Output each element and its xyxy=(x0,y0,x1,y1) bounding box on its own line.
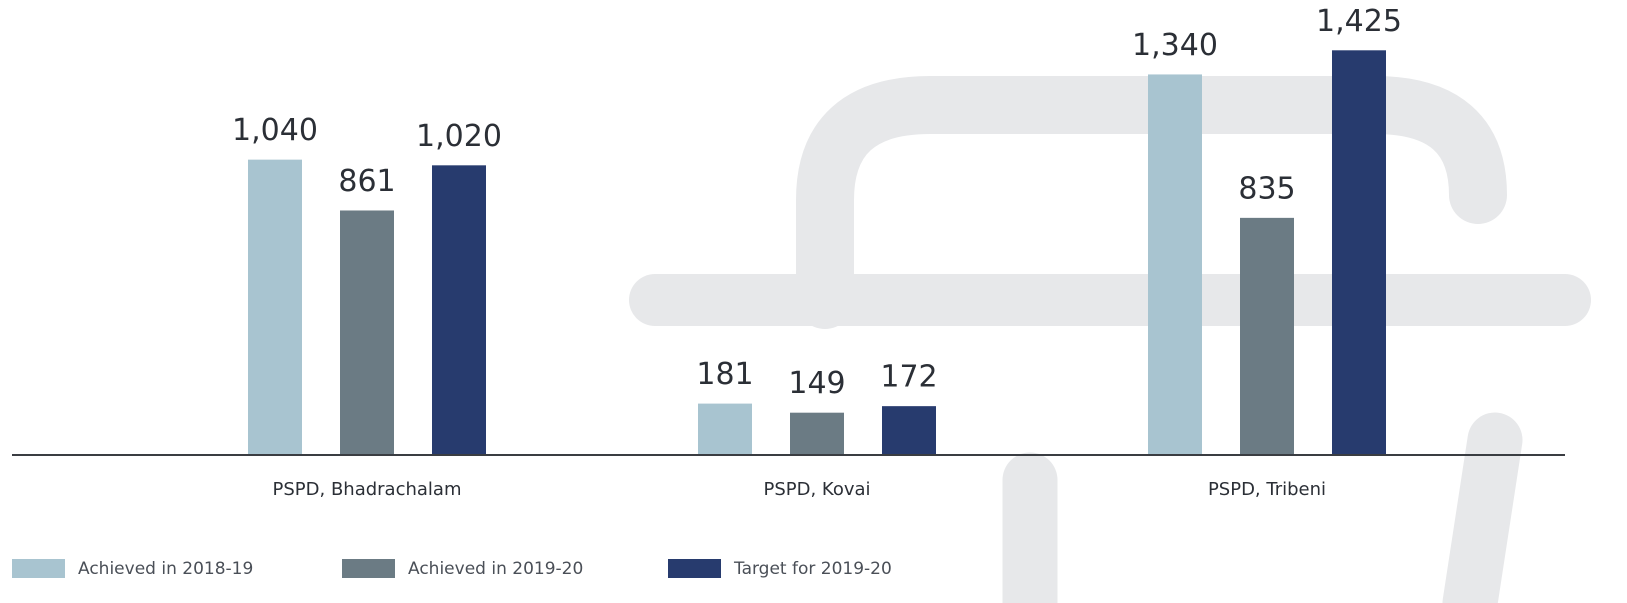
value-label: 835 xyxy=(1238,171,1295,206)
bar xyxy=(248,159,302,455)
watermark xyxy=(629,76,1591,603)
value-label: 1,040 xyxy=(232,113,318,148)
value-label: 861 xyxy=(338,164,395,199)
legend-swatch xyxy=(668,559,721,578)
legend: Achieved in 2018-19 Achieved in 2019-20 Ta… xyxy=(12,559,892,579)
bar xyxy=(1148,74,1202,455)
bar xyxy=(790,412,844,455)
bar xyxy=(432,165,486,455)
value-label: 172 xyxy=(880,360,937,395)
x-tick-label: PSPD, Bhadrachalam xyxy=(273,479,462,500)
x-tick-label: PSPD, Kovai xyxy=(763,479,870,500)
legend-swatch xyxy=(342,559,395,578)
plot-area: PSPD, Bhadrachalam 1,040 861 1,020 PSPD, Kov… xyxy=(232,4,1402,500)
value-label: 181 xyxy=(696,357,753,392)
legend-label: Achieved in 2018-19 xyxy=(78,559,253,579)
legend-label: Target for 2019-20 xyxy=(733,559,892,579)
legend-swatch xyxy=(12,559,65,578)
value-label: 149 xyxy=(788,366,845,401)
value-label: 1,425 xyxy=(1316,4,1402,39)
bar xyxy=(882,406,936,455)
legend-label: Achieved in 2019-20 xyxy=(408,559,583,579)
bar xyxy=(340,210,394,455)
value-label: 1,340 xyxy=(1132,28,1218,63)
bar xyxy=(698,403,752,455)
value-label: 1,020 xyxy=(416,119,502,154)
bar xyxy=(1240,217,1294,455)
x-tick-label: PSPD, Tribeni xyxy=(1208,479,1326,500)
bar xyxy=(1332,50,1386,456)
